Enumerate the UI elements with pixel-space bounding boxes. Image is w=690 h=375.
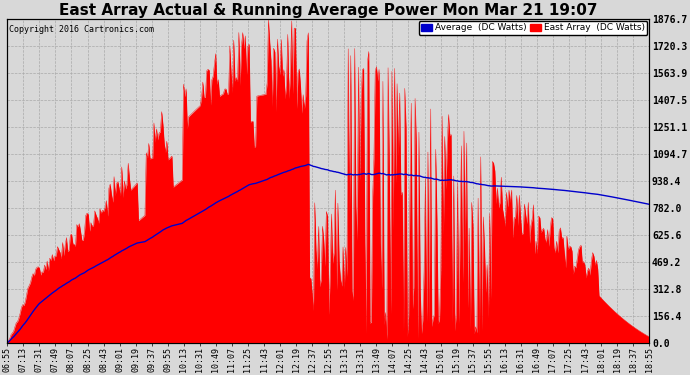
Legend: Average  (DC Watts), East Array  (DC Watts): Average (DC Watts), East Array (DC Watts… bbox=[419, 21, 647, 35]
Text: Copyright 2016 Cartronics.com: Copyright 2016 Cartronics.com bbox=[8, 26, 154, 34]
Title: East Array Actual & Running Average Power Mon Mar 21 19:07: East Array Actual & Running Average Powe… bbox=[59, 3, 598, 18]
